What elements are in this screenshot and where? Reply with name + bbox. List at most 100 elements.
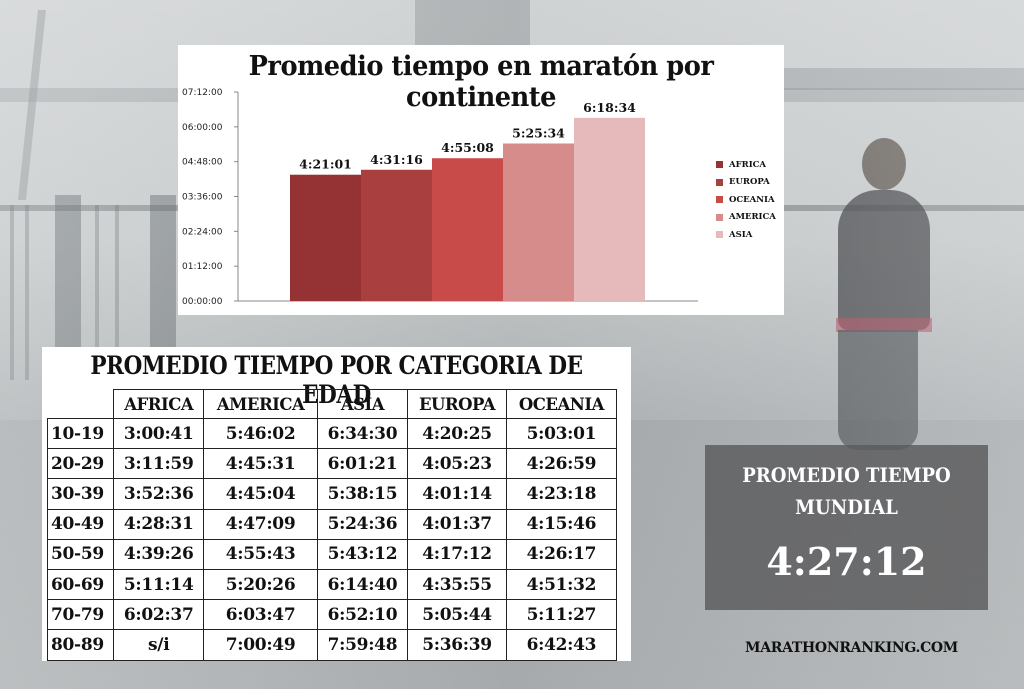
table-row: 60-69 5:11:14 5:20:26 6:14:40 4:35:55 4:51:32: [47, 568, 618, 601]
age-category-cell: 40-49: [47, 508, 114, 540]
time-cell: 5:05:44: [407, 599, 507, 631]
legend-item: AFRICA: [716, 156, 776, 174]
y-tick-label: 07:12:00: [182, 88, 223, 98]
railing-bar: [115, 205, 119, 380]
legend-item: EUROPA: [716, 174, 776, 192]
age-category-cell: 60-69: [47, 568, 114, 601]
time-cell: 6:03:47: [203, 599, 318, 631]
time-cell: 4:20:25: [407, 417, 507, 450]
time-cell: 5:36:39: [407, 629, 507, 661]
legend-item: OCEANIA: [716, 191, 776, 209]
column-header: AFRICA: [112, 389, 205, 419]
legend-label: ASIA: [729, 229, 753, 240]
age-category-cell: 70-79: [47, 599, 114, 631]
time-cell: 4:17:12: [407, 538, 507, 570]
legend-label: EUROPA: [729, 177, 770, 188]
time-cell: 4:47:09: [203, 508, 318, 540]
bar-value-label: 4:55:08: [441, 140, 494, 155]
y-tick-label: 00:00:00: [182, 297, 223, 307]
legend-label: AFRICA: [729, 159, 767, 170]
bar-value-label: 6:18:34: [583, 100, 636, 115]
time-cell: 5:24:36: [316, 508, 409, 540]
column-header: AMERICA: [203, 389, 318, 419]
time-cell: 5:46:02: [203, 417, 318, 450]
runner-shape: [862, 138, 906, 190]
table-row: 70-79 6:02:37 6:03:47 6:52:10 5:05:44 5:11:27: [47, 599, 618, 631]
time-cell: 4:39:26: [112, 538, 205, 570]
world-average-label-line2: MUNDIAL: [795, 495, 898, 519]
continent-bar-chart: 00:00:00 01:12:00 02:24:00 03:36:00 04:48:00…: [178, 45, 784, 315]
time-cell: 4:26:17: [505, 538, 618, 570]
world-average-value: 4:27:12: [766, 539, 927, 584]
legend-item: ASIA: [716, 226, 776, 244]
legend-swatch: [716, 161, 723, 169]
time-cell: 6:34:30: [316, 417, 409, 450]
legend-swatch: [716, 178, 723, 186]
bar-value-label: 5:25:34: [512, 125, 565, 140]
chart-legend: AFRICA EUROPA OCEANIA AMERICA ASIA: [716, 156, 776, 244]
runner-shape: [838, 330, 918, 450]
time-cell: 4:01:14: [407, 478, 507, 510]
bridge-shape: [780, 68, 1024, 90]
time-cell: 4:01:37: [407, 508, 507, 540]
time-cell: 5:43:12: [316, 538, 409, 570]
time-cell: 7:59:48: [316, 629, 409, 661]
time-cell: 4:15:46: [505, 508, 618, 540]
legend-swatch: [716, 231, 723, 239]
age-category-cell: 30-39: [47, 478, 114, 510]
time-cell: 4:23:18: [505, 478, 618, 510]
age-category-table: AFRICA AMERICA ASIA EUROPA OCEANIA 10-19 3:00…: [47, 389, 618, 661]
time-cell: 5:03:01: [505, 417, 618, 450]
table-row: 80-89 s/i 7:00:49 7:59:48 5:36:39 6:42:43: [47, 629, 618, 661]
y-tick-label: 02:24:00: [182, 227, 223, 237]
time-cell: 5:20:26: [203, 568, 318, 601]
time-cell: 4:35:55: [407, 568, 507, 601]
table-row: 40-49 4:28:31 4:47:09 5:24:36 4:01:37 4:15:46: [47, 508, 618, 540]
runner-shape: [836, 318, 932, 332]
time-cell: 6:52:10: [316, 599, 409, 631]
age-category-cell: 20-29: [47, 448, 114, 480]
table-row: 20-29 3:11:59 4:45:31 6:01:21 4:05:23 4:26:59: [47, 448, 618, 480]
time-cell: 4:55:43: [203, 538, 318, 570]
bar-value-label: 4:31:16: [370, 152, 423, 167]
bar-africa: [290, 174, 361, 301]
time-cell: 3:52:36: [112, 478, 205, 510]
time-cell: 4:05:23: [407, 448, 507, 480]
site-url: MARATHONRANKING.COM: [745, 640, 959, 656]
time-cell: 5:11:27: [505, 599, 618, 631]
time-cell: 4:51:32: [505, 568, 618, 601]
table-row: 50-59 4:39:26 4:55:43 5:43:12 4:17:12 4:26:17: [47, 538, 618, 570]
time-cell: 6:42:43: [505, 629, 618, 661]
bar-value-label: 4:21:01: [299, 157, 352, 172]
time-cell: 4:45:31: [203, 448, 318, 480]
column-header: OCEANIA: [505, 389, 618, 419]
building-shape: [415, 0, 530, 48]
time-cell: 7:00:49: [203, 629, 318, 661]
age-category-cell: 80-89: [47, 629, 114, 661]
table-corner: [48, 390, 114, 419]
world-average-box: PROMEDIO TIEMPO MUNDIAL 4:27:12: [705, 445, 988, 610]
time-cell: 5:38:15: [316, 478, 409, 510]
table-row: 10-19 3:00:41 5:46:02 6:34:30 4:20:25 5:03:01: [47, 417, 618, 450]
railing-bar: [10, 205, 14, 380]
world-average-label-line1: PROMEDIO TIEMPO: [742, 463, 951, 487]
y-tick-label: 01:12:00: [182, 262, 223, 272]
table-header-row: AFRICA AMERICA ASIA EUROPA OCEANIA: [48, 389, 618, 419]
railing-bar: [25, 205, 29, 380]
runner-shape: [838, 190, 930, 330]
age-category-cell: 10-19: [47, 417, 114, 450]
legend-label: OCEANIA: [729, 194, 775, 205]
time-cell: 3:11:59: [112, 448, 205, 480]
time-cell: 4:45:04: [203, 478, 318, 510]
table-body: 10-19 3:00:41 5:46:02 6:34:30 4:20:25 5:03:01…: [47, 417, 618, 661]
legend-swatch: [716, 213, 723, 221]
time-cell: 4:28:31: [112, 508, 205, 540]
y-tick-label: 04:48:00: [182, 158, 223, 168]
column-header: ASIA: [316, 389, 409, 419]
bar-asia: [574, 117, 645, 301]
time-cell: 3:00:41: [112, 417, 205, 450]
time-cell: 5:11:14: [112, 568, 205, 601]
table-row: 30-39 3:52:36 4:45:04 5:38:15 4:01:14 4:23:18: [47, 478, 618, 510]
legend-item: AMERICA: [716, 209, 776, 227]
time-cell: 6:01:21: [316, 448, 409, 480]
